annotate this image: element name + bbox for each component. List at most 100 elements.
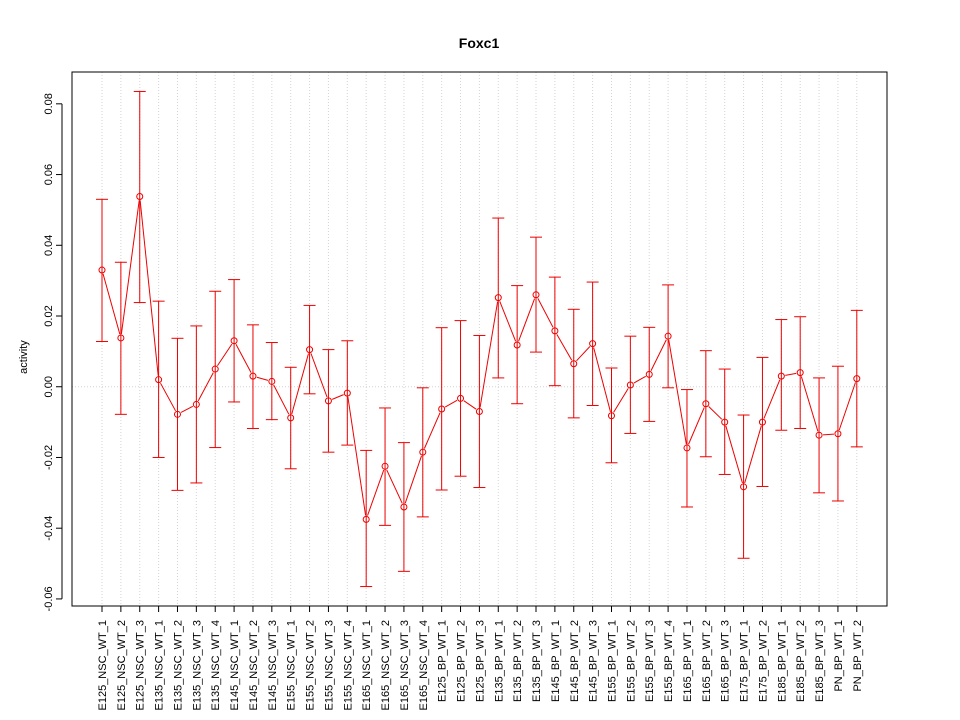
data-point [494, 294, 502, 302]
data-point [853, 375, 861, 383]
x-tick-label: E165_BP_WT_1 [682, 620, 694, 702]
series-line-segment [479, 301, 499, 408]
series-line-segment [256, 376, 269, 381]
data-point [815, 431, 823, 439]
series-line-segment [235, 344, 252, 373]
series-line-segment [160, 382, 177, 412]
series-line-segment [180, 405, 194, 413]
x-tick-label: E155_BP_WT_4 [663, 620, 675, 702]
data-point [381, 462, 389, 470]
x-tick-label: E155_NSC_WT_3 [323, 620, 335, 711]
x-tick-label: E135_NSC_WT_4 [210, 620, 222, 711]
x-tick-label: E135_NSC_WT_1 [154, 620, 166, 711]
data-point [777, 372, 785, 380]
data-point [513, 341, 521, 349]
series-line-segment [556, 334, 573, 361]
data-point [796, 369, 804, 377]
data-point [438, 405, 446, 413]
x-tick-label: E175_BP_WT_2 [757, 620, 769, 702]
x-tick-label: E135_NSC_WT_3 [191, 620, 203, 711]
x-tick-label: E145_NSC_WT_2 [248, 620, 260, 711]
x-tick-label: E185_BP_WT_1 [776, 620, 788, 702]
x-tick-label: E155_BP_WT_1 [606, 620, 618, 702]
x-tick-label: E155_BP_WT_2 [625, 620, 637, 702]
series-line-segment [444, 399, 458, 408]
data-point [475, 407, 483, 415]
y-tick-label: 0.00 [43, 376, 55, 397]
series-line-segment [139, 200, 159, 376]
data-point [117, 334, 125, 342]
series-line-segment [763, 379, 781, 419]
data-point [268, 377, 276, 385]
series-line-segment [120, 200, 140, 335]
series-line-segment [310, 353, 328, 398]
data-point [343, 389, 351, 397]
y-tick-label: 0.06 [43, 164, 55, 185]
x-tick-label: E155_NSC_WT_2 [305, 620, 317, 711]
x-tick-label: E135_NSC_WT_2 [172, 620, 184, 711]
series-line-segment [668, 340, 687, 445]
x-tick-label: E125_BP_WT_3 [474, 620, 486, 702]
data-point [362, 515, 370, 523]
x-tick-label: E155_NSC_WT_4 [342, 620, 354, 711]
series-line-segment [423, 412, 441, 449]
series-line-segment [576, 346, 591, 362]
data-point [607, 412, 615, 420]
data-point [306, 346, 314, 354]
series-line-segment [633, 375, 646, 384]
y-tick-label: 0.04 [43, 235, 55, 256]
x-tick-label: E145_NSC_WT_1 [229, 620, 241, 711]
data-point [324, 397, 332, 405]
x-tick-label: PN_BP_WT_1 [833, 620, 845, 692]
series-line-segment [650, 339, 667, 371]
x-tick-label: E135_BP_WT_3 [531, 620, 543, 702]
data-point [589, 340, 597, 348]
series-line-segment [273, 384, 290, 415]
data-point [155, 376, 163, 384]
series-line-segment [593, 347, 611, 412]
series-line-segment [217, 343, 233, 367]
data-point [287, 414, 295, 422]
series-line-segment [367, 469, 385, 516]
x-tick-label: PN_BP_WT_2 [852, 620, 864, 692]
series-line-segment [708, 406, 723, 420]
data-point [740, 483, 748, 491]
data-point [419, 448, 427, 456]
x-tick-label: E125_BP_WT_1 [437, 620, 449, 702]
series-line-segment [800, 376, 819, 432]
series-line-segment [838, 382, 856, 431]
x-tick-label: E165_NSC_WT_3 [399, 620, 411, 711]
series-line-segment [518, 298, 536, 342]
x-tick-label: E175_BP_WT_1 [739, 620, 751, 702]
data-point [192, 400, 200, 408]
series-line-segment [463, 400, 477, 410]
data-point [758, 418, 766, 426]
x-tick-label: E145_BP_WT_2 [569, 620, 581, 702]
data-point [683, 444, 691, 452]
series-line-segment [613, 388, 629, 413]
series-line-segment [386, 469, 403, 504]
series-line-segment [537, 298, 554, 328]
series-line-segment [347, 396, 367, 516]
data-point [400, 503, 408, 511]
data-point [532, 291, 540, 299]
x-tick-label: E165_BP_WT_2 [701, 620, 713, 702]
data-point [551, 327, 559, 335]
chart-title: Foxc1 [459, 35, 500, 51]
series-line-segment [499, 301, 517, 342]
x-tick-label: E145_BP_WT_3 [588, 620, 600, 702]
series-line-segment [823, 433, 834, 436]
data-point [834, 430, 842, 438]
y-tick-label: -0.02 [43, 445, 55, 470]
data-point [626, 381, 634, 389]
series-line-segment [688, 407, 705, 445]
x-tick-label: E125_BP_WT_2 [456, 620, 468, 702]
data-point [173, 410, 181, 418]
data-point [645, 370, 653, 378]
series-line-segment [331, 394, 344, 400]
x-tick-label: E155_BP_WT_3 [644, 620, 656, 702]
data-point [211, 365, 219, 373]
data-point [136, 192, 144, 200]
data-point [664, 332, 672, 340]
data-point [230, 337, 238, 345]
